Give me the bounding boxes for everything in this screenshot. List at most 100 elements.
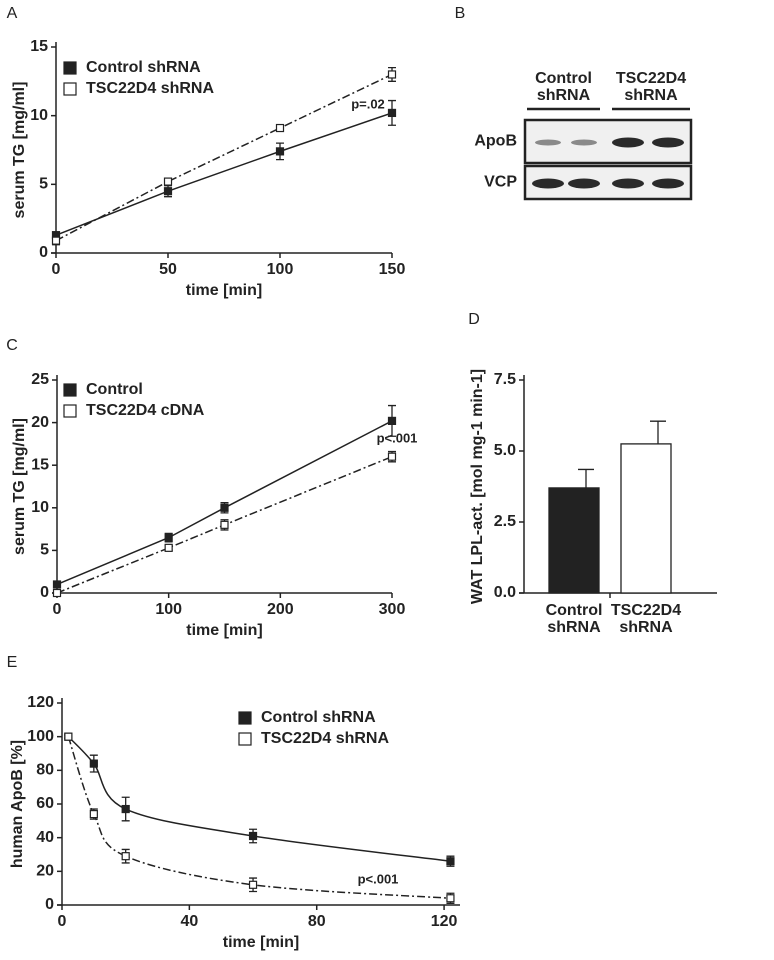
legend-label: TSC22D4 shRNA (86, 80, 214, 97)
marker (89, 809, 98, 819)
x-axis-label: time [min] (186, 282, 262, 299)
marker (52, 580, 62, 589)
y-tick-label: 100 (27, 728, 54, 745)
marker (121, 852, 130, 861)
legend-label: Control (86, 381, 143, 398)
legend-swatch (63, 61, 77, 75)
bar (620, 443, 672, 594)
x-tick-label: 0 (52, 261, 61, 278)
series-line (56, 455, 393, 594)
y-tick-label: 80 (36, 762, 54, 779)
blot-band (571, 139, 597, 146)
y-tick-label: 15 (31, 456, 49, 473)
y-tick-label: 40 (36, 829, 54, 846)
y-tick-label: 25 (31, 371, 49, 388)
marker (163, 177, 173, 186)
marker (220, 520, 229, 529)
y-tick-label: 2.5 (494, 513, 516, 530)
panel-letter: B (455, 5, 466, 22)
annotation: p<.001 (358, 871, 399, 886)
blot-band (612, 137, 644, 148)
marker (275, 123, 285, 133)
annotation: p=.02 (351, 96, 385, 111)
blot-band (652, 178, 684, 189)
column-label: Control shRNA (535, 70, 592, 104)
marker (248, 831, 258, 841)
legend-swatch (238, 711, 252, 725)
marker (387, 416, 397, 425)
x-tick-label: TSC22D4 shRNA (610, 602, 682, 636)
y-tick-label: 20 (31, 414, 49, 431)
error-bar (578, 468, 594, 488)
y-tick-label: 0 (40, 584, 49, 601)
x-tick-label: Control shRNA (545, 602, 603, 636)
series-line (55, 112, 393, 236)
panel-letter: A (7, 5, 18, 22)
marker (164, 533, 173, 542)
marker (248, 880, 258, 889)
blot-band (535, 139, 561, 146)
y-axis-label: WAT LPL-act. [mol mg-1 min-1] (469, 369, 486, 604)
panel-letter: C (6, 337, 18, 354)
y-tick-label: 5 (39, 176, 48, 193)
legend-swatch (238, 732, 252, 746)
series-line (67, 736, 451, 900)
marker (446, 894, 455, 903)
marker (52, 588, 62, 598)
marker (387, 70, 397, 79)
blot-band (612, 178, 644, 189)
y-tick-label: 5.0 (494, 442, 516, 459)
x-tick-label: 0 (53, 601, 62, 618)
bar (548, 487, 600, 594)
legend-swatch (63, 82, 77, 96)
legend-label: Control shRNA (86, 59, 201, 76)
legend-swatch (63, 404, 77, 418)
y-tick-label: 7.5 (494, 371, 516, 388)
y-axis-label: human ApoB [%] (9, 740, 26, 868)
y-axis-label: serum TG [mg/ml] (11, 418, 28, 555)
x-tick-label: 40 (180, 913, 198, 930)
marker (64, 732, 73, 741)
y-tick-label: 60 (36, 795, 54, 812)
column-label: TSC22D4 shRNA (615, 70, 687, 104)
marker (163, 187, 173, 196)
y-axis-label: serum TG [mg/ml] (11, 82, 28, 219)
y-tick-label: 0 (45, 896, 54, 913)
marker (275, 147, 285, 156)
annotation: p<.001 (377, 430, 418, 445)
marker (387, 108, 397, 118)
legend-label: Control shRNA (261, 709, 376, 726)
blot-band (568, 178, 600, 189)
row-label: ApoB (474, 133, 517, 150)
y-tick-label: 120 (27, 694, 54, 711)
y-tick-label: 10 (30, 107, 48, 124)
marker (220, 503, 229, 512)
x-tick-label: 200 (267, 601, 294, 618)
x-tick-label: 0 (58, 913, 67, 930)
panel-letter: D (468, 311, 480, 328)
marker (164, 543, 173, 552)
x-tick-label: 100 (155, 601, 182, 618)
panel-letter: E (7, 654, 18, 671)
legend-swatch (63, 383, 77, 397)
legend-label: TSC22D4 cDNA (86, 402, 205, 419)
x-tick-label: 150 (379, 261, 406, 278)
x-tick-label: 300 (379, 601, 406, 618)
y-tick-label: 0.0 (494, 584, 516, 601)
marker (51, 236, 61, 245)
legend-label: TSC22D4 shRNA (261, 730, 389, 747)
marker (387, 452, 397, 461)
marker (121, 804, 130, 814)
x-axis-label: time [min] (186, 622, 262, 639)
marker (89, 759, 98, 768)
error-bar (650, 420, 666, 444)
series-line (55, 73, 393, 242)
x-axis-label: time [min] (223, 934, 299, 951)
x-tick-label: 50 (159, 261, 177, 278)
y-tick-label: 5 (40, 542, 49, 559)
series-line (56, 420, 393, 586)
y-tick-label: 0 (39, 244, 48, 261)
x-tick-label: 100 (267, 261, 294, 278)
